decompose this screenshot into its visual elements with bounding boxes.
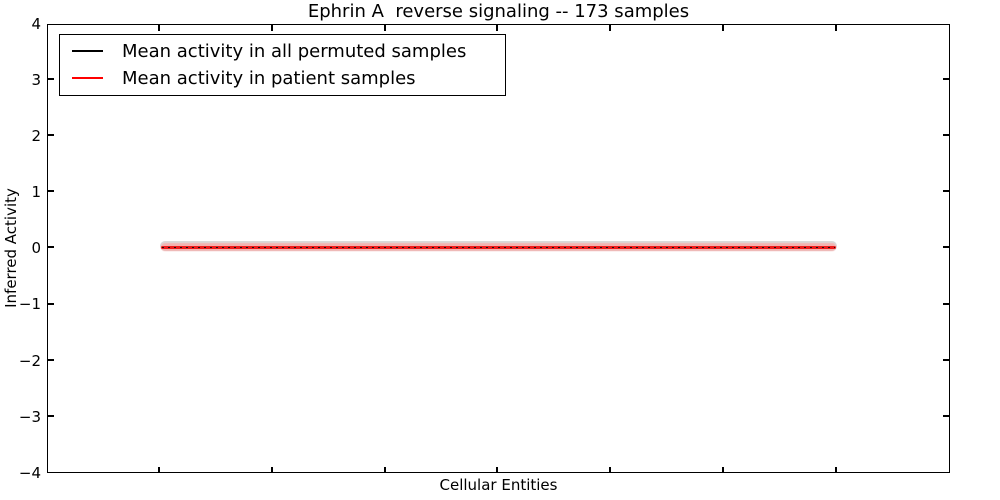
y-tick-label: 0 bbox=[31, 239, 41, 257]
axis-tick bbox=[943, 415, 949, 417]
axis-tick bbox=[158, 25, 160, 31]
y-tick-label: −2 bbox=[18, 352, 41, 370]
axis-tick bbox=[384, 467, 386, 472]
axis-tick bbox=[943, 78, 949, 80]
axis-tick bbox=[496, 467, 498, 472]
axis-tick bbox=[271, 25, 273, 31]
legend-label: Mean activity in all permuted samples bbox=[122, 40, 467, 62]
axis-tick bbox=[271, 467, 273, 472]
x-axis-label: Cellular Entities bbox=[439, 476, 558, 494]
chart-title: Ephrin A reverse signaling -- 173 sample… bbox=[307, 1, 690, 22]
legend-item-permuted: Mean activity in all permuted samples bbox=[60, 38, 505, 64]
legend-line-red-icon bbox=[72, 77, 103, 79]
y-tick-label: −1 bbox=[18, 295, 41, 313]
legend-label: Mean activity in patient samples bbox=[122, 67, 416, 89]
axis-tick bbox=[943, 134, 949, 136]
axis-tick bbox=[48, 246, 54, 248]
axis-tick bbox=[48, 303, 54, 305]
legend-item-patient: Mean activity in patient samples bbox=[60, 65, 505, 91]
axis-tick bbox=[384, 25, 386, 31]
legend-line-black-icon bbox=[72, 50, 103, 52]
axis-tick bbox=[48, 190, 54, 192]
axis-tick bbox=[48, 134, 54, 136]
permuted-mean-line bbox=[162, 246, 835, 249]
axis-tick bbox=[943, 359, 949, 361]
y-tick-label: 1 bbox=[31, 183, 41, 201]
axis-tick bbox=[48, 78, 54, 80]
y-axis-label: Inferred Activity bbox=[2, 188, 20, 308]
legend: Mean activity in all permuted samples Me… bbox=[59, 34, 506, 96]
plot-area: Mean activity in all permuted samples Me… bbox=[47, 24, 950, 473]
axis-tick bbox=[943, 246, 949, 248]
y-tick-label: −4 bbox=[18, 464, 41, 482]
axis-tick bbox=[835, 467, 837, 472]
y-tick-label: 2 bbox=[31, 127, 41, 145]
axis-tick bbox=[609, 467, 611, 472]
axis-tick bbox=[835, 25, 837, 31]
axis-tick bbox=[722, 25, 724, 31]
y-tick-label: 4 bbox=[31, 15, 41, 33]
axis-tick bbox=[48, 415, 54, 417]
axis-tick bbox=[158, 467, 160, 472]
axis-tick bbox=[496, 25, 498, 31]
y-tick-label: 3 bbox=[31, 71, 41, 89]
mean-activity-band bbox=[160, 240, 837, 253]
axis-tick bbox=[722, 467, 724, 472]
y-tick-label: −3 bbox=[18, 408, 41, 426]
axis-tick bbox=[943, 190, 949, 192]
axis-tick bbox=[943, 303, 949, 305]
axis-tick bbox=[48, 359, 54, 361]
axis-tick bbox=[609, 25, 611, 31]
